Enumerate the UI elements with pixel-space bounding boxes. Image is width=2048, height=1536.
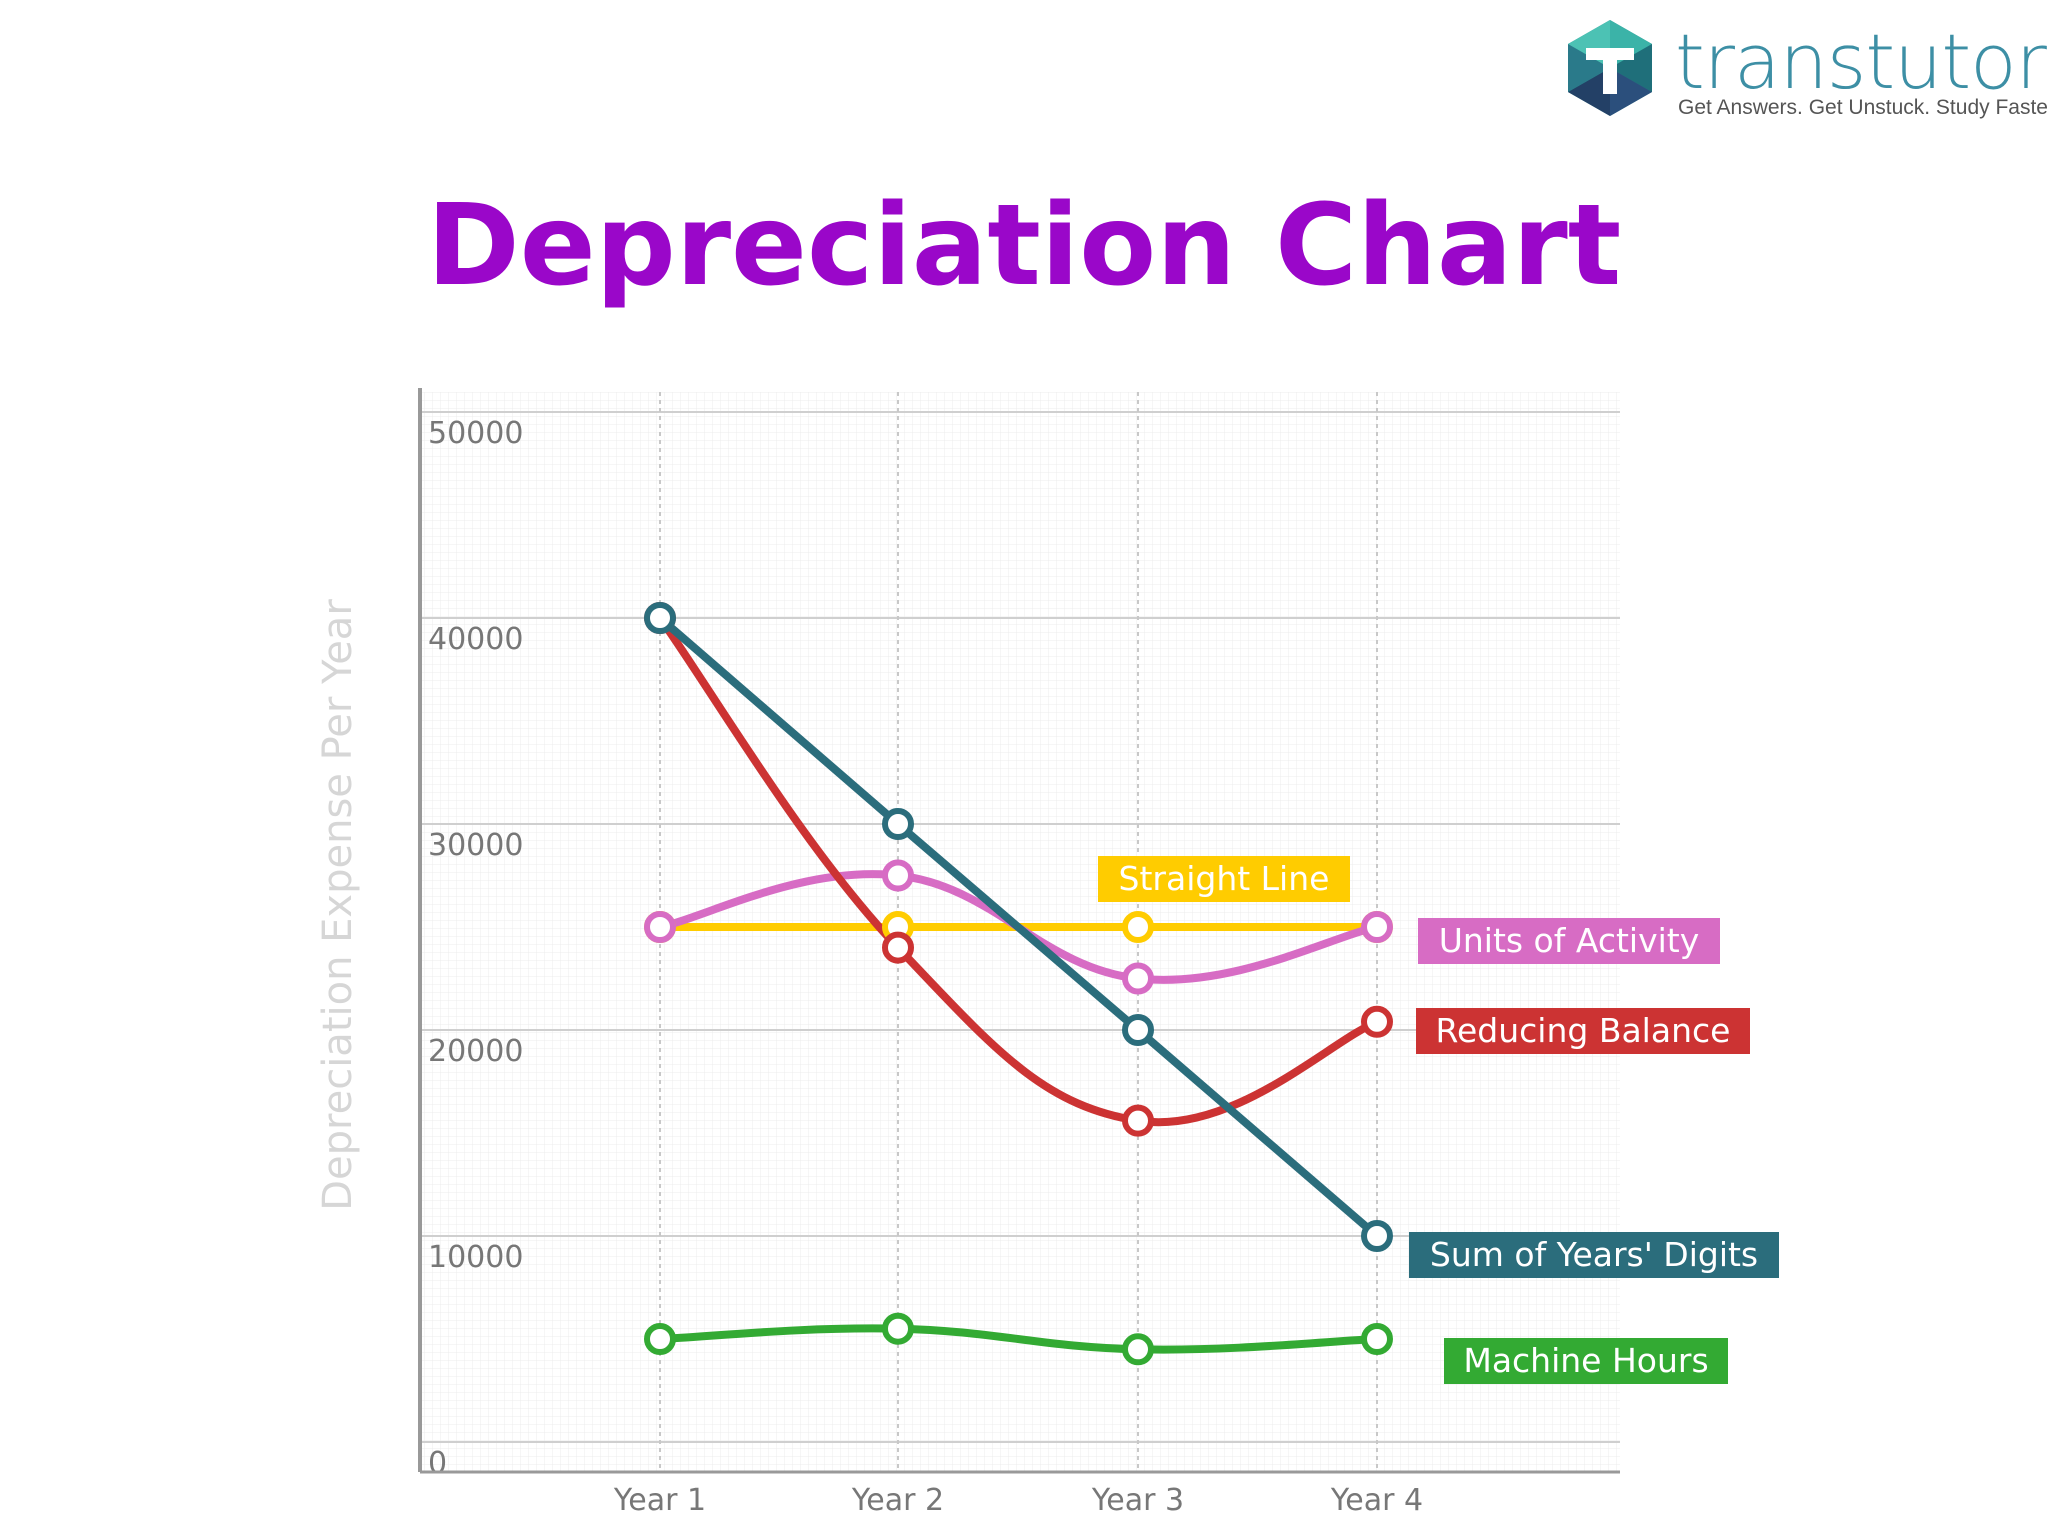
- page-title: Depreciation Chart: [426, 181, 1622, 311]
- series-line-sum-of-years-digits: [656, 614, 1381, 1240]
- legend-label-machine-hours: Machine Hours: [1444, 1338, 1728, 1384]
- data-point-reducing-balance: [1361, 1005, 1393, 1038]
- data-point-sum-of-years-digits: [1122, 1014, 1154, 1046]
- x-tick-label: Year 4: [1330, 1483, 1423, 1518]
- legend-text: Machine Hours: [1463, 1341, 1708, 1380]
- logo-wordmark: transtutors: [1675, 17, 2048, 106]
- y-tick-label: 20000: [428, 1034, 523, 1069]
- logo: transtutors Get Answers. Get Unstuck. St…: [1560, 18, 2048, 128]
- legend-label-units-of-activity: Units of Activity: [1418, 918, 1720, 964]
- legend-label-reducing-balance: Reducing Balance: [1416, 1008, 1750, 1054]
- data-point-sum-of-years-digits: [882, 808, 914, 840]
- data-point-units-of-activity: [1361, 911, 1393, 943]
- data-point-machine-hours: [1361, 1323, 1393, 1355]
- data-point-machine-hours: [1122, 1333, 1154, 1366]
- x-tick-label: Year 3: [1091, 1483, 1184, 1518]
- data-point-machine-hours: [644, 1323, 676, 1355]
- y-tick-label: 0: [428, 1446, 447, 1481]
- series-line-reducing-balance: [656, 614, 1381, 1127]
- x-tick-label: Year 1: [613, 1483, 706, 1518]
- hexagon-t-logo-icon: [1568, 20, 1652, 116]
- legend-text: Straight Line: [1119, 859, 1330, 898]
- legend-text: Units of Activity: [1439, 921, 1700, 960]
- series-line-machine-hours: [656, 1324, 1381, 1354]
- data-point-sum-of-years-digits: [644, 602, 676, 634]
- legend-text: Sum of Years' Digits: [1430, 1235, 1758, 1274]
- logo-tagline: Get Answers. Get Unstuck. Study Faster: [1678, 96, 2048, 119]
- data-point-straight-line: [1122, 911, 1154, 943]
- data-point-reducing-balance: [1122, 1104, 1154, 1137]
- legend-label-sum-of-years-digits: Sum of Years' Digits: [1409, 1232, 1779, 1278]
- data-point-units-of-activity: [882, 859, 914, 892]
- x-tick-label: Year 2: [851, 1483, 944, 1518]
- y-tick-label: 40000: [428, 622, 523, 657]
- y-tick-label: 10000: [428, 1240, 523, 1275]
- legend-label-straight-line: Straight Line: [1098, 856, 1350, 902]
- data-point-machine-hours: [882, 1312, 914, 1345]
- data-point-sum-of-years-digits: [1361, 1220, 1393, 1252]
- y-tick-label: 50000: [428, 416, 523, 451]
- y-tick-label: 30000: [428, 828, 523, 863]
- data-point-units-of-activity: [644, 911, 676, 943]
- data-point-reducing-balance: [882, 931, 914, 964]
- legend-text: Reducing Balance: [1436, 1011, 1731, 1050]
- data-point-units-of-activity: [1122, 962, 1154, 995]
